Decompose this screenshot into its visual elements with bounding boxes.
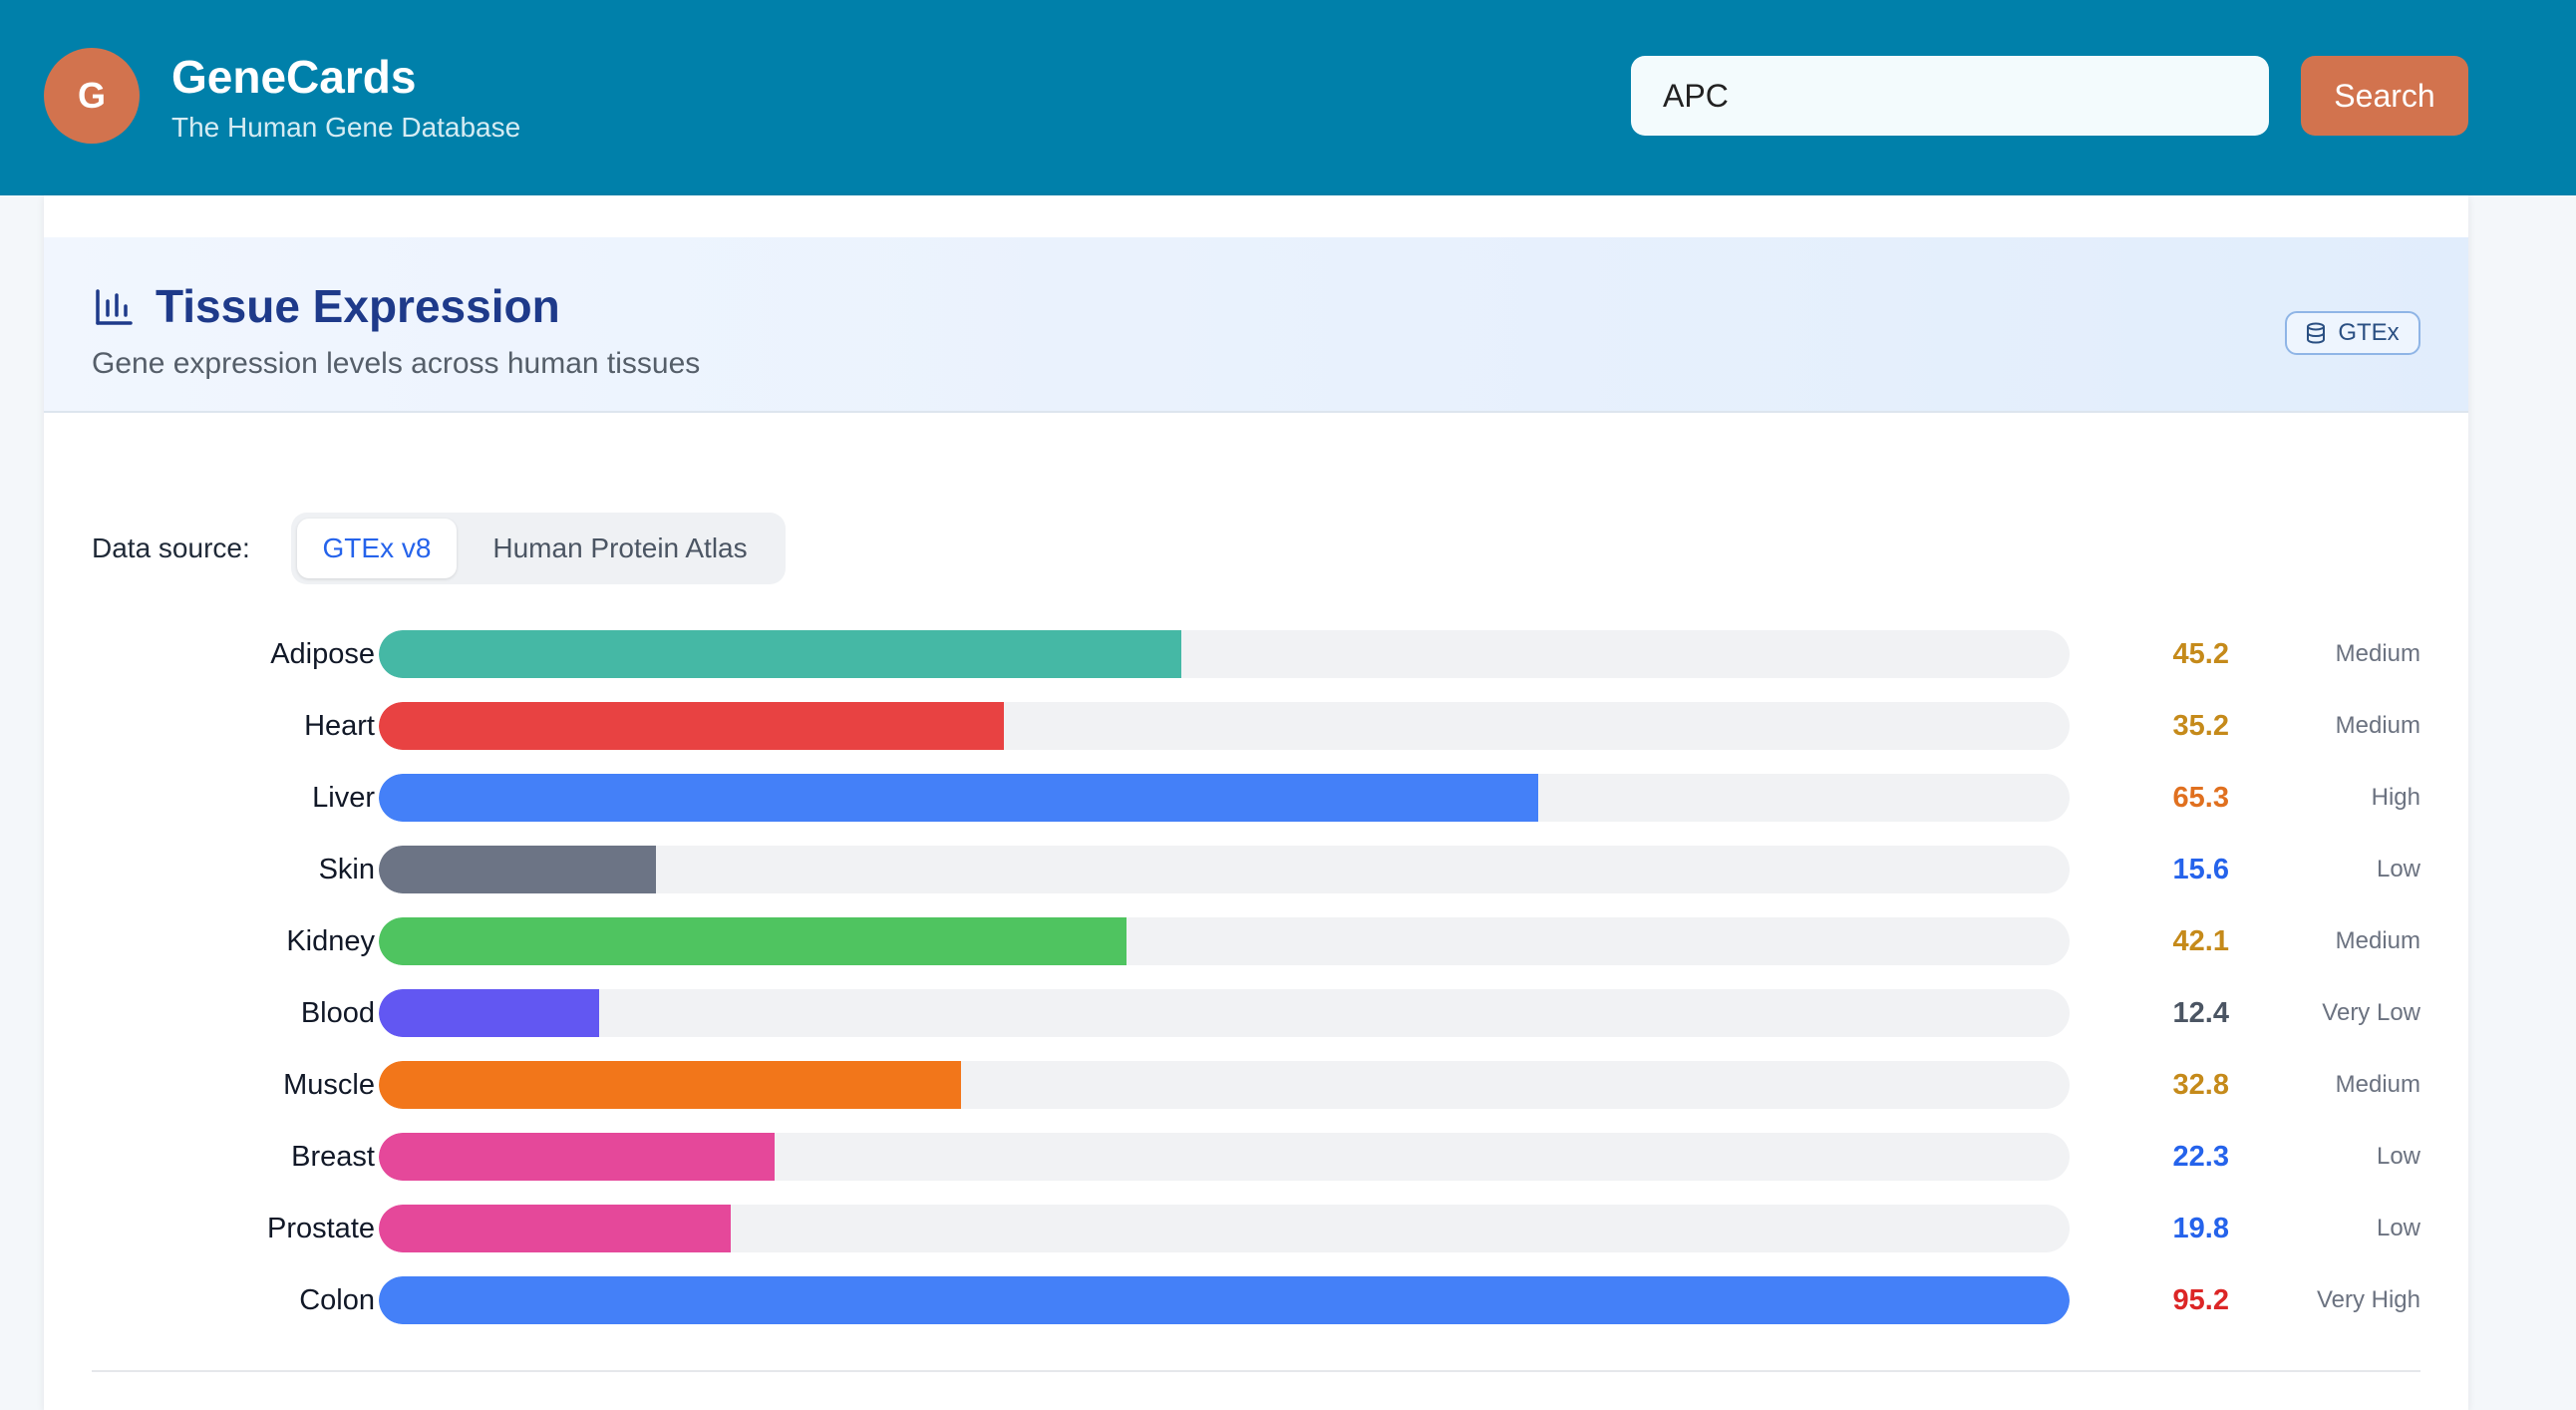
app-subtitle: The Human Gene Database xyxy=(171,112,521,143)
search-button[interactable]: Search xyxy=(2301,56,2468,136)
database-icon xyxy=(2307,322,2326,344)
expression-value: 45.2 xyxy=(2172,638,2229,670)
bar-row-colon: Colon 95.2 Very High xyxy=(44,1264,2468,1336)
bar-row-skin: Skin 15.6 Low xyxy=(44,834,2468,905)
expression-value: 32.8 xyxy=(2172,1069,2229,1101)
bar-fill-heart[interactable] xyxy=(379,702,1004,750)
bar-track xyxy=(379,702,2070,750)
bar-fill-blood[interactable] xyxy=(379,989,599,1037)
data-source-toggle: GTEx v8 Human Protein Atlas xyxy=(291,513,786,584)
bar-chart-icon xyxy=(96,289,133,325)
bar-row-muscle: Muscle 32.8 Medium xyxy=(44,1049,2468,1121)
bar-track xyxy=(379,1205,2070,1252)
expression-value: 12.4 xyxy=(2172,997,2229,1029)
bar-row-blood: Blood 12.4 Very Low xyxy=(44,977,2468,1049)
bar-fill-muscle[interactable] xyxy=(379,1061,961,1109)
toggle-gtex-v8[interactable]: GTEx v8 xyxy=(297,519,457,578)
bar-track xyxy=(379,846,2070,893)
expression-value: 35.2 xyxy=(2172,710,2229,742)
expression-value: 22.3 xyxy=(2172,1141,2229,1173)
expression-level: Medium xyxy=(2335,927,2420,954)
tissue-label: Muscle xyxy=(283,1069,375,1101)
expression-level: Very High xyxy=(2316,1286,2420,1313)
bar-track xyxy=(379,1276,2070,1324)
toggle-human-protein-atlas[interactable]: Human Protein Atlas xyxy=(461,519,780,578)
tissue-label: Blood xyxy=(300,997,375,1029)
app-header: G GeneCards The Human Gene Database Sear… xyxy=(0,0,2576,195)
tissue-label: Liver xyxy=(312,782,375,814)
bar-fill-breast[interactable] xyxy=(379,1133,775,1181)
bar-fill-liver[interactable] xyxy=(379,774,1538,822)
tissue-label: Kidney xyxy=(286,925,375,957)
bar-fill-adipose[interactable] xyxy=(379,630,1181,678)
tissue-label: Skin xyxy=(318,854,375,885)
bar-row-prostate: Prostate 19.8 Low xyxy=(44,1193,2468,1264)
expression-value: 15.6 xyxy=(2172,854,2229,885)
logo-avatar[interactable]: G xyxy=(44,48,140,144)
expression-level: Low xyxy=(2376,1143,2420,1170)
tissue-label: Breast xyxy=(291,1141,375,1173)
bar-track xyxy=(379,774,2070,822)
expression-value: 42.1 xyxy=(2172,925,2229,957)
expression-level: Medium xyxy=(2335,640,2420,667)
tissue-label: Colon xyxy=(299,1284,375,1316)
bar-track xyxy=(379,1133,2070,1181)
expression-level: Low xyxy=(2376,1215,2420,1241)
bar-track xyxy=(379,917,2070,965)
tissue-label: Heart xyxy=(304,710,375,742)
bar-fill-skin[interactable] xyxy=(379,846,656,893)
card-top-strip xyxy=(44,195,2468,237)
bar-row-heart: Heart 35.2 Medium xyxy=(44,690,2468,762)
bar-row-adipose: Adipose 45.2 Medium xyxy=(44,618,2468,690)
tissue-label: Prostate xyxy=(267,1213,375,1244)
bar-fill-prostate[interactable] xyxy=(379,1205,731,1252)
expression-level: Low xyxy=(2376,856,2420,882)
tissue-label: Adipose xyxy=(270,638,375,670)
expression-level: Very Low xyxy=(2322,999,2420,1026)
card-header: Tissue Expression Gene expression levels… xyxy=(44,237,2468,413)
expression-value: 19.8 xyxy=(2172,1213,2229,1244)
app-title[interactable]: GeneCards xyxy=(171,51,417,103)
expression-level: Medium xyxy=(2335,1071,2420,1098)
section-divider xyxy=(92,1370,2420,1372)
section-subtitle: Gene expression levels across human tiss… xyxy=(92,347,701,380)
bar-track xyxy=(379,630,2070,678)
bar-fill-colon[interactable] xyxy=(379,1276,2070,1324)
bar-row-breast: Breast 22.3 Low xyxy=(44,1121,2468,1193)
search-input[interactable] xyxy=(1631,56,2269,136)
badge-label: GTEx xyxy=(2338,319,2400,346)
expression-value: 65.3 xyxy=(2172,782,2229,814)
expression-level: Medium xyxy=(2335,712,2420,739)
data-source-label: Data source: xyxy=(92,532,250,563)
section-title: Tissue Expression xyxy=(156,280,560,332)
expression-value: 95.2 xyxy=(2172,1284,2229,1316)
bar-track xyxy=(379,989,2070,1037)
gtex-badge[interactable]: GTEx xyxy=(2285,311,2420,355)
bar-track xyxy=(379,1061,2070,1109)
expression-level: High xyxy=(2371,784,2420,811)
tissue-expression-card: Tissue Expression Gene expression levels… xyxy=(44,195,2468,1410)
bar-fill-kidney[interactable] xyxy=(379,917,1127,965)
bar-row-kidney: Kidney 42.1 Medium xyxy=(44,905,2468,977)
bar-row-liver: Liver 65.3 High xyxy=(44,762,2468,834)
